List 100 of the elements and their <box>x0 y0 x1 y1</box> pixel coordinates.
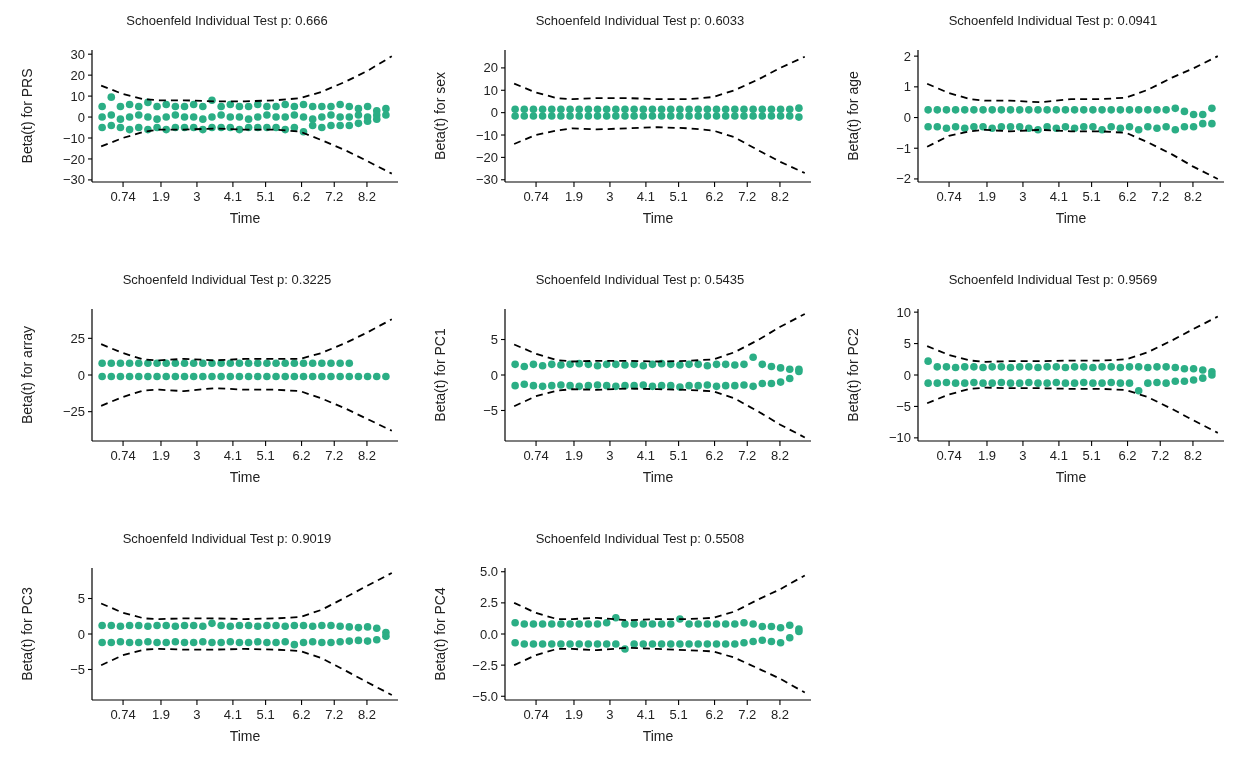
y-tick-label: −25 <box>62 404 85 420</box>
x-tick-label: 5.1 <box>669 448 688 463</box>
x-tick-label: 5.1 <box>256 189 275 204</box>
x-tick-label: 4.1 <box>636 189 655 204</box>
y-tick-label: 1 <box>903 79 911 95</box>
y-tick-label: −1 <box>896 140 911 156</box>
y-tick-label: −30 <box>62 172 85 188</box>
x-tick-label: 6.2 <box>292 707 311 722</box>
x-tick-label: 1.9 <box>151 189 171 204</box>
line-series <box>513 126 806 174</box>
x-tick-label: 6.2 <box>705 189 724 204</box>
x-tick-label: 6.2 <box>292 448 311 463</box>
x-tick-label: 5.1 <box>669 707 688 722</box>
x-tick-label: 4.1 <box>223 189 242 204</box>
y-tick-label: 2.5 <box>479 595 498 611</box>
x-tick-label: 3 <box>606 707 614 722</box>
x-tick-label: 7.2 <box>325 707 344 722</box>
x-tick-label: 3 <box>606 189 614 204</box>
y-axis-title: Beta(t) for PC1 <box>432 328 448 422</box>
x-tick-label: 0.74 <box>110 707 136 722</box>
x-tick-label: 8.2 <box>357 707 376 722</box>
y-tick-label: 0 <box>77 626 85 642</box>
x-tick-label: 0.74 <box>936 189 962 204</box>
x-tick-label: 8.2 <box>770 189 789 204</box>
y-tick-label: 5 <box>490 332 498 348</box>
x-axis-title: Time <box>642 210 674 226</box>
x-tick-label: 6.2 <box>1118 189 1137 204</box>
x-tick-label: 1.9 <box>151 448 171 463</box>
x-tick-label: 7.2 <box>738 448 757 463</box>
x-axis-title: Time <box>229 469 261 485</box>
chart-title: Schoenfeld Individual Test p: 0.3225 <box>122 272 332 287</box>
y-tick-label: 5.0 <box>479 564 498 580</box>
x-tick-label: 3 <box>193 189 201 204</box>
x-tick-label: 6.2 <box>292 189 311 204</box>
chart-title: Schoenfeld Individual Test p: 0.5508 <box>535 531 745 546</box>
y-axis-title: Beta(t) for PC2 <box>845 328 861 422</box>
y-tick-label: 0 <box>903 367 911 383</box>
chart-title: Schoenfeld Individual Test p: 0.6033 <box>535 13 745 28</box>
y-tick-label: −10 <box>888 430 911 446</box>
y-tick-label: −30 <box>475 172 498 188</box>
x-tick-label: 6.2 <box>1118 448 1137 463</box>
y-tick-label: 0 <box>77 109 85 125</box>
y-tick-label: 10 <box>483 82 498 98</box>
y-tick-label: 20 <box>70 67 85 83</box>
y-tick-label: 10 <box>70 88 85 104</box>
y-tick-label: 0 <box>903 110 911 126</box>
y-tick-label: −5.0 <box>472 688 498 704</box>
y-tick-label: −2.5 <box>472 657 498 673</box>
x-axis-title: Time <box>1055 469 1087 485</box>
x-tick-label: 1.9 <box>977 189 997 204</box>
x-tick-label: 0.74 <box>523 707 549 722</box>
y-axis-title: Beta(t) for sex <box>432 72 448 160</box>
x-tick-label: 0.74 <box>936 448 962 463</box>
y-tick-label: 5 <box>77 591 85 607</box>
y-tick-label: −5 <box>483 403 498 419</box>
x-tick-label: 4.1 <box>223 707 242 722</box>
y-tick-label: 0 <box>77 367 85 383</box>
line-series <box>926 55 1219 104</box>
y-tick-label: −5 <box>70 662 85 678</box>
y-tick-label: −2 <box>896 171 911 187</box>
x-axis-title: Time <box>642 469 674 485</box>
y-tick-label: 10 <box>896 304 911 320</box>
x-tick-label: 6.2 <box>705 448 724 463</box>
y-tick-label: 25 <box>70 330 85 346</box>
x-tick-label: 5.1 <box>1082 189 1101 204</box>
y-axis-title: Beta(t) for age <box>845 71 861 161</box>
x-tick-label: 4.1 <box>1049 189 1068 204</box>
y-tick-label: −20 <box>475 149 498 165</box>
chart-title: Schoenfeld Individual Test p: 0.666 <box>126 13 328 28</box>
x-tick-label: 8.2 <box>357 189 376 204</box>
y-tick-label: 5 <box>903 336 911 352</box>
y-axis-title: Beta(t) for PC3 <box>19 587 35 681</box>
y-tick-label: 0 <box>490 105 498 121</box>
x-tick-label: 7.2 <box>1151 448 1170 463</box>
y-tick-label: −10 <box>475 127 498 143</box>
x-tick-label: 0.74 <box>523 189 549 204</box>
x-tick-label: 8.2 <box>357 448 376 463</box>
x-tick-label: 5.1 <box>1082 448 1101 463</box>
x-tick-label: 3 <box>193 448 201 463</box>
x-tick-label: 4.1 <box>223 448 242 463</box>
y-tick-label: 0.0 <box>479 626 498 642</box>
x-tick-label: 8.2 <box>1183 189 1202 204</box>
y-tick-label: −20 <box>62 151 85 167</box>
line-series <box>100 387 393 432</box>
line-series <box>513 55 806 101</box>
x-tick-label: 3 <box>1019 448 1027 463</box>
x-tick-label: 3 <box>1019 189 1027 204</box>
x-tick-label: 8.2 <box>1183 448 1202 463</box>
x-tick-label: 1.9 <box>564 707 584 722</box>
chart-title: Schoenfeld Individual Test p: 0.9569 <box>948 272 1158 287</box>
chart-title: Schoenfeld Individual Test p: 0.0941 <box>948 13 1158 28</box>
x-axis-title: Time <box>1055 210 1087 226</box>
x-tick-label: 0.74 <box>110 448 136 463</box>
x-tick-label: 5.1 <box>669 189 688 204</box>
x-tick-label: 1.9 <box>151 707 171 722</box>
y-axis-title: Beta(t) for PRS <box>19 68 35 164</box>
x-tick-label: 4.1 <box>636 707 655 722</box>
x-tick-label: 3 <box>193 707 201 722</box>
chart-title: Schoenfeld Individual Test p: 0.9019 <box>122 531 332 546</box>
x-axis-title: Time <box>229 210 261 226</box>
